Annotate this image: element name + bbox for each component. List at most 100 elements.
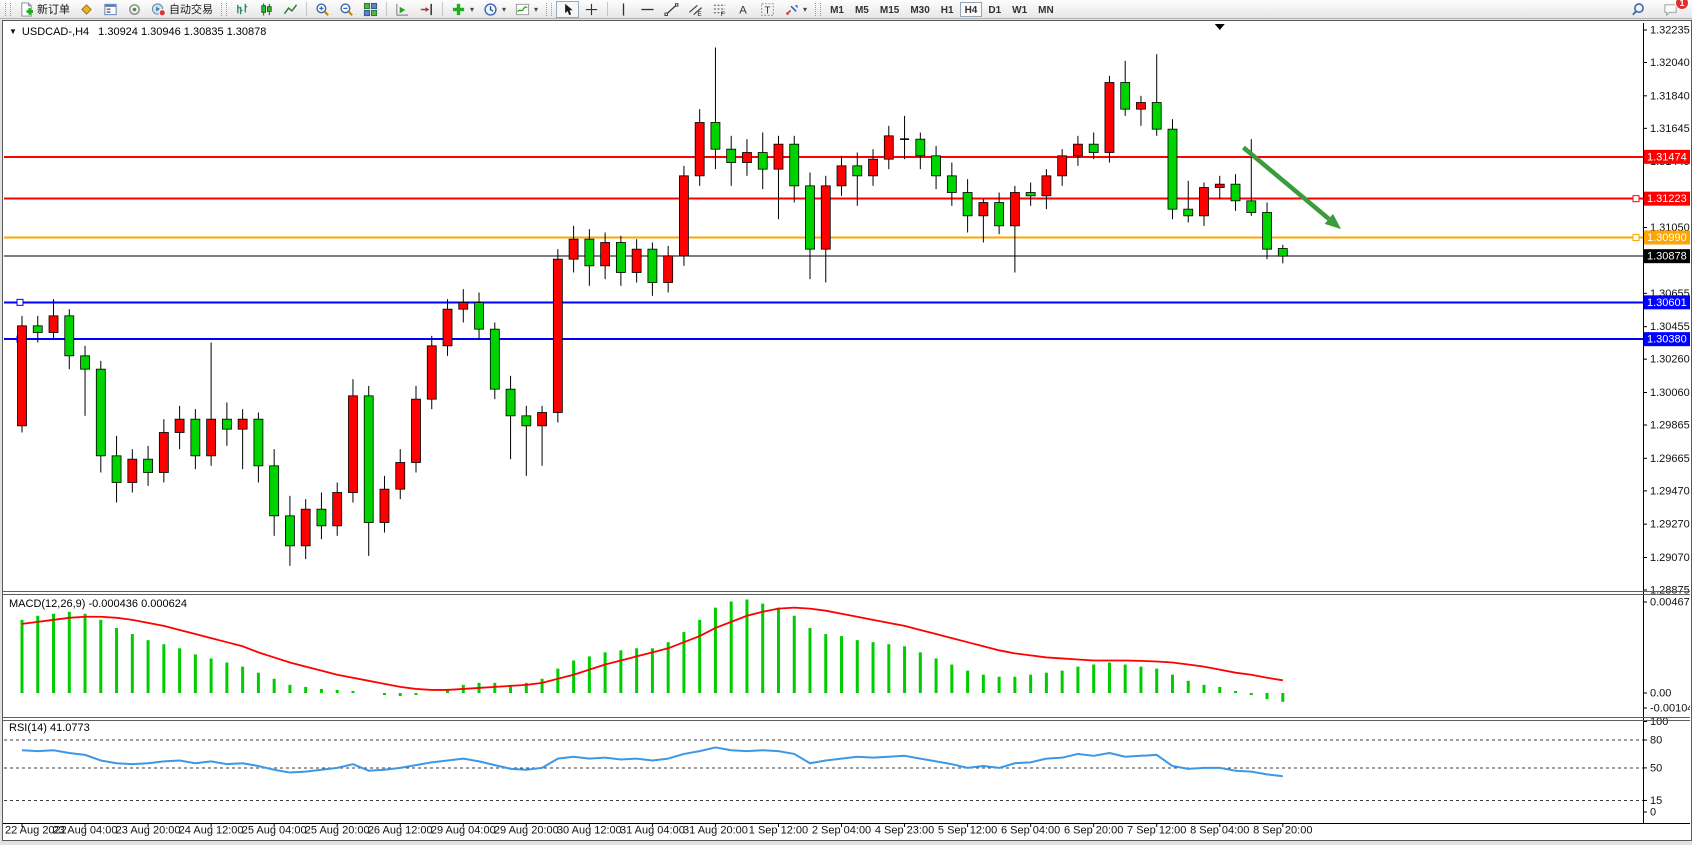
tf-button-m1[interactable]: M1 — [825, 2, 849, 17]
svg-text:26 Aug 12:00: 26 Aug 12:00 — [368, 825, 433, 837]
toolbar-grip[interactable] — [221, 2, 227, 16]
fibonacci-tool-button[interactable]: F — [708, 1, 731, 18]
text-icon: A — [739, 4, 747, 16]
candle-chart-button[interactable] — [255, 1, 278, 18]
chart-window: 1.322351.320401.318401.316451.314451.310… — [2, 20, 1692, 841]
svg-text:1.30601: 1.30601 — [1647, 297, 1687, 309]
main-chart-layer — [4, 24, 1643, 566]
chart-shift-button[interactable] — [415, 1, 438, 18]
tf-button-m5[interactable]: M5 — [850, 2, 874, 17]
templates-button[interactable]: ▾ — [511, 1, 542, 18]
svg-text:22 Aug 2022: 22 Aug 2022 — [5, 825, 67, 837]
tf-button-h4[interactable]: H4 — [959, 1, 983, 17]
market-watch-button[interactable] — [99, 1, 122, 18]
svg-text:1.30455: 1.30455 — [1650, 321, 1690, 333]
svg-text:1.28875: 1.28875 — [1650, 585, 1690, 597]
svg-text:1.29865: 1.29865 — [1650, 420, 1690, 432]
svg-text:15: 15 — [1650, 795, 1662, 807]
cursor-tool-button[interactable] — [556, 0, 580, 18]
symbol-dropdown-icon[interactable]: ▼ — [9, 27, 17, 36]
svg-text:31 Aug 20:00: 31 Aug 20:00 — [683, 825, 748, 837]
signals-icon — [129, 3, 140, 15]
indicators-icon — [452, 3, 465, 15]
auto-trading-button[interactable]: 自动交易 — [147, 1, 217, 18]
svg-text:1.29070: 1.29070 — [1650, 552, 1690, 564]
toolbar-grip[interactable] — [815, 2, 822, 16]
tile-windows-button[interactable] — [359, 1, 382, 18]
crosshair-tool-button[interactable] — [580, 1, 603, 18]
templates-icon — [515, 3, 530, 15]
macd-label: MACD(12,26,9) -0.000436 0.000624 — [9, 598, 187, 610]
channel-tool-button[interactable]: E — [684, 1, 707, 18]
bar-chart-icon — [237, 3, 248, 14]
indicators-button[interactable]: ▾ — [447, 1, 478, 18]
search-button[interactable] — [1627, 1, 1650, 18]
bar-chart-button[interactable] — [231, 1, 254, 18]
svg-text:30 Aug 12:00: 30 Aug 12:00 — [557, 825, 622, 837]
svg-text:80: 80 — [1650, 735, 1662, 747]
toolbar-grip[interactable] — [546, 2, 553, 16]
trend-arrow[interactable] — [1241, 145, 1342, 230]
zoom-out-button[interactable] — [335, 1, 358, 18]
svg-text:24 Aug 12:00: 24 Aug 12:00 — [179, 825, 244, 837]
hline-tool-button[interactable] — [636, 1, 659, 18]
tf-button-m30[interactable]: M30 — [905, 2, 934, 17]
svg-text:6 Sep 20:00: 6 Sep 20:00 — [1064, 825, 1123, 837]
chevron-down-icon: ▾ — [803, 4, 808, 14]
vline-icon — [622, 2, 625, 16]
hline-1.30380[interactable] — [4, 335, 1643, 343]
text-tool-button[interactable]: A — [732, 1, 755, 18]
periods-button[interactable]: ▾ — [479, 1, 510, 18]
tf-button-w1[interactable]: W1 — [1007, 2, 1032, 17]
tf-button-h1[interactable]: H1 — [936, 2, 959, 17]
svg-text:31 Aug 04:00: 31 Aug 04:00 — [620, 825, 685, 837]
candle-chart-icon — [261, 2, 272, 16]
vline-tool-button[interactable] — [612, 1, 635, 18]
svg-text:1.30260: 1.30260 — [1650, 354, 1690, 366]
arrows-icon — [786, 4, 798, 15]
auto-scroll-icon — [396, 3, 409, 16]
text-label-tool-button[interactable]: T — [756, 1, 779, 18]
svg-text:2 Sep 04:00: 2 Sep 04:00 — [812, 825, 871, 837]
profiles-button[interactable] — [75, 1, 98, 18]
new-order-button[interactable]: 新订单 — [15, 1, 74, 18]
auto-scroll-button[interactable] — [391, 1, 414, 18]
price-axis[interactable]: 1.322351.320401.318401.316451.314451.310… — [3, 23, 1690, 824]
hline-icon — [641, 8, 654, 10]
zoom-in-icon — [316, 2, 329, 16]
trendline-tool-button[interactable] — [660, 1, 683, 18]
svg-text:1 Sep 12:00: 1 Sep 12:00 — [749, 825, 808, 837]
line-chart-button[interactable] — [279, 1, 302, 18]
svg-text:23 Aug 20:00: 23 Aug 20:00 — [116, 825, 181, 837]
candles-layer — [17, 47, 1288, 566]
search-icon — [1632, 2, 1644, 15]
svg-text:6 Sep 04:00: 6 Sep 04:00 — [1001, 825, 1060, 837]
new-order-label: 新订单 — [37, 4, 70, 16]
tf-button-d1[interactable]: D1 — [983, 2, 1006, 17]
shift-marker-icon[interactable] — [1214, 24, 1225, 30]
svg-text:29 Aug 20:00: 29 Aug 20:00 — [494, 825, 559, 837]
toolbar-grip[interactable] — [5, 2, 11, 16]
chevron-down-icon: ▾ — [534, 4, 539, 14]
svg-text:50: 50 — [1650, 762, 1662, 774]
trendline-icon — [664, 2, 679, 16]
svg-text:7 Sep 12:00: 7 Sep 12:00 — [1127, 825, 1186, 837]
tf-button-m15[interactable]: M15 — [875, 2, 904, 17]
svg-text:-0.001044: -0.001044 — [1650, 703, 1690, 715]
chart-shift-icon — [420, 3, 432, 15]
svg-text:1.31645: 1.31645 — [1650, 123, 1690, 135]
svg-text:0.00: 0.00 — [1650, 688, 1671, 700]
svg-text:1.29270: 1.29270 — [1650, 519, 1690, 531]
rsi-panel — [4, 739, 1643, 801]
chart-title: ▼ USDCAD-,H4 1.30924 1.30946 1.30835 1.308… — [9, 26, 266, 38]
hline-1.30601[interactable] — [4, 298, 1643, 306]
svg-text:8 Sep 04:00: 8 Sep 04:00 — [1190, 825, 1249, 837]
tf-button-mn[interactable]: MN — [1033, 2, 1059, 17]
arrows-tool-button[interactable]: ▾ — [780, 1, 811, 18]
zoom-in-button[interactable] — [311, 1, 334, 18]
ohlc-values: 1.30924 1.30946 1.30835 1.30878 — [98, 26, 267, 38]
signals-button[interactable] — [123, 1, 146, 18]
chart-canvas[interactable]: 1.322351.320401.318401.316451.314451.310… — [3, 21, 1690, 838]
svg-text:A: A — [739, 4, 747, 16]
